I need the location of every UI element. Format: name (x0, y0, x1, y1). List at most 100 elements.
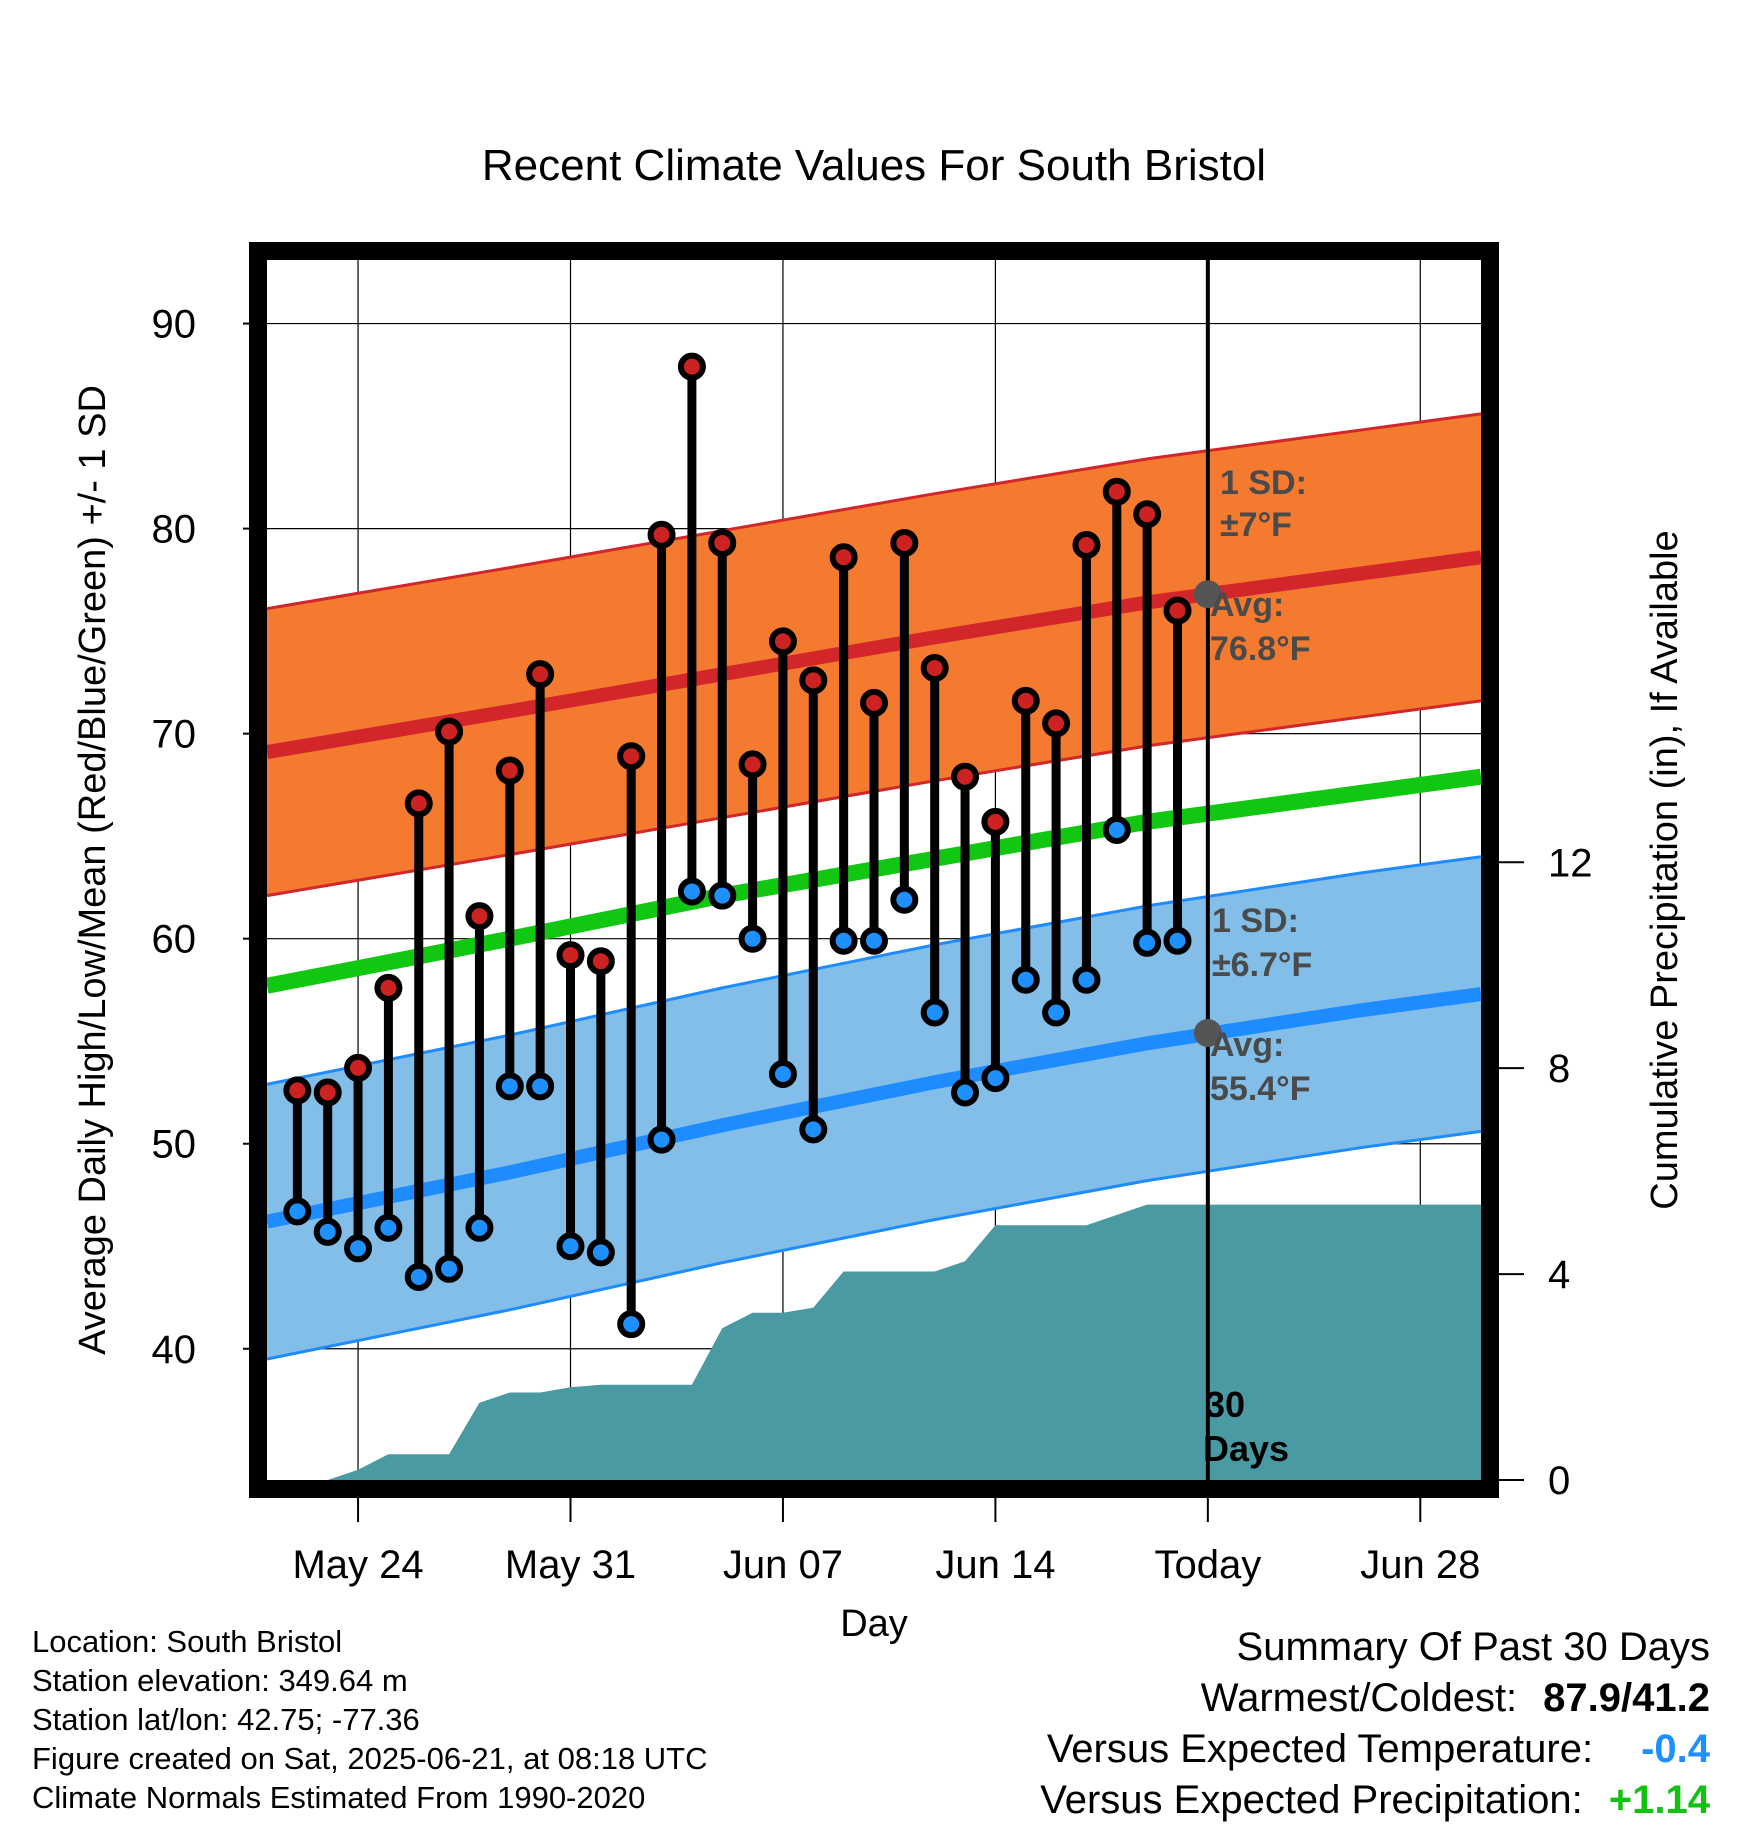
x-axis-label: Day (840, 1603, 908, 1645)
high-point (920, 654, 949, 683)
bottom-axis: May 24 May 31 Jun 07 Jun 14 Today Jun 28 (292, 1498, 1480, 1587)
high-point (435, 717, 464, 746)
summary-temp: Versus Expected Temperature: -0.4 (1040, 1724, 1710, 1775)
low-point (768, 1060, 797, 1089)
summary-panel: Summary Of Past 30 Days Warmest/Coldest:… (1040, 1622, 1710, 1826)
high-point (647, 520, 676, 549)
x-tick-label: Jun 28 (1360, 1543, 1480, 1587)
y-tick-label: 60 (152, 918, 197, 962)
high-point (1011, 686, 1040, 715)
low-point (495, 1072, 524, 1101)
y2-tick-label: 8 (1548, 1047, 1570, 1091)
low-point (465, 1213, 494, 1242)
high-point (799, 666, 828, 695)
low-point (677, 877, 706, 906)
y2-tick-label: 0 (1548, 1459, 1570, 1503)
high-point (404, 789, 433, 818)
station-info: Location: South Bristol Station elevatio… (32, 1622, 708, 1817)
elevation-text: Station elevation: 349.64 m (32, 1663, 408, 1698)
low-point (799, 1115, 828, 1144)
summary-precip: Versus Expected Precipitation: +1.14 (1040, 1775, 1710, 1826)
location-text: Location: South Bristol (32, 1624, 343, 1659)
low-point (738, 924, 767, 953)
high-point (1163, 596, 1192, 625)
low-point (344, 1234, 373, 1263)
high-point (768, 627, 797, 656)
low-point (860, 926, 888, 955)
days-label-number: 30 (1205, 1384, 1245, 1425)
precip-label: Versus Expected Precipitation: (1040, 1778, 1583, 1822)
right-axis: 0 4 8 12 (1499, 841, 1593, 1503)
x-tick-label: Jun 07 (723, 1543, 843, 1587)
low-point (374, 1213, 403, 1242)
low-point (526, 1072, 555, 1101)
temp-value: -0.4 (1641, 1727, 1710, 1771)
y-tick-label: 50 (152, 1123, 197, 1167)
left-axis: 40 50 60 70 80 90 (152, 303, 255, 1453)
high-point (677, 352, 706, 381)
y-tick-label: 80 (152, 508, 197, 552)
high-point (738, 750, 767, 779)
normals-text: Climate Normals Estimated From 1990-2020 (32, 1780, 646, 1815)
y2-tick-label: 12 (1548, 841, 1593, 885)
y2-tick-label: 4 (1548, 1253, 1570, 1297)
high-point (374, 973, 403, 1002)
created-text: Figure created on Sat, 2025-06-21, at 08… (32, 1741, 708, 1776)
x-tick-label: Jun 14 (935, 1543, 1055, 1587)
low-point (556, 1232, 585, 1261)
summary-heading: Summary Of Past 30 Days (1236, 1625, 1710, 1669)
x-tick-label: May 24 (292, 1543, 423, 1587)
high-point (617, 742, 646, 771)
low-point (435, 1254, 464, 1283)
low-point (283, 1197, 312, 1226)
y-tick-label: 70 (152, 713, 197, 757)
high-point (465, 902, 494, 931)
low-point (981, 1064, 1010, 1093)
high-point (1042, 709, 1071, 738)
low-sd-label: 1 SD: (1212, 902, 1299, 940)
y2-axis-label: Cumulative Precipitation (in), If Availa… (1644, 530, 1686, 1209)
temp-label: Versus Expected Temperature: (1046, 1727, 1594, 1771)
high-avg-value: 76.8°F (1210, 630, 1311, 668)
latlon-text: Station lat/lon: 42.75; -77.36 (32, 1702, 420, 1737)
x-tick-label: May 31 (505, 1543, 636, 1587)
high-point (1133, 500, 1162, 529)
daily-observations (283, 352, 1192, 1339)
low-point (951, 1078, 980, 1107)
high-band-upper-edge (267, 412, 1481, 611)
days-label-word: Days (1203, 1428, 1289, 1469)
x-tick-label: Today (1154, 1543, 1261, 1587)
y-tick-label: 40 (152, 1328, 197, 1372)
chart-title: Recent Climate Values For South Bristol (482, 141, 1266, 190)
normal-high-line (267, 550, 1481, 760)
high-point (981, 807, 1010, 836)
low-point (1042, 998, 1071, 1027)
high-point (1102, 477, 1131, 506)
precip-value: +1.14 (1608, 1778, 1710, 1822)
low-point (1133, 928, 1162, 957)
low-point (708, 881, 737, 910)
low-sd-value: ±6.7°F (1212, 946, 1312, 984)
high-avg-label: Avg: (1210, 586, 1284, 624)
y-tick-label: 90 (152, 303, 197, 347)
high-point (344, 1053, 373, 1082)
low-point (404, 1263, 433, 1292)
warm-cold-value: 87.9/41.2 (1543, 1676, 1710, 1720)
normal-low-line (267, 987, 1481, 1229)
low-point (890, 885, 919, 914)
low-band-lower-edge (267, 1129, 1481, 1361)
plot-frame (249, 242, 1499, 1498)
high-point (860, 688, 888, 717)
low-point (1163, 926, 1192, 955)
low-point (1072, 965, 1101, 994)
high-point (829, 543, 858, 572)
low-point (586, 1238, 615, 1267)
high-average-marker (1193, 580, 1222, 609)
high-point (708, 528, 737, 557)
high-sd-label: 1 SD: (1220, 464, 1307, 502)
low-point (1102, 816, 1131, 845)
high-point (495, 756, 524, 785)
high-point (586, 947, 615, 976)
high-point (951, 762, 980, 791)
